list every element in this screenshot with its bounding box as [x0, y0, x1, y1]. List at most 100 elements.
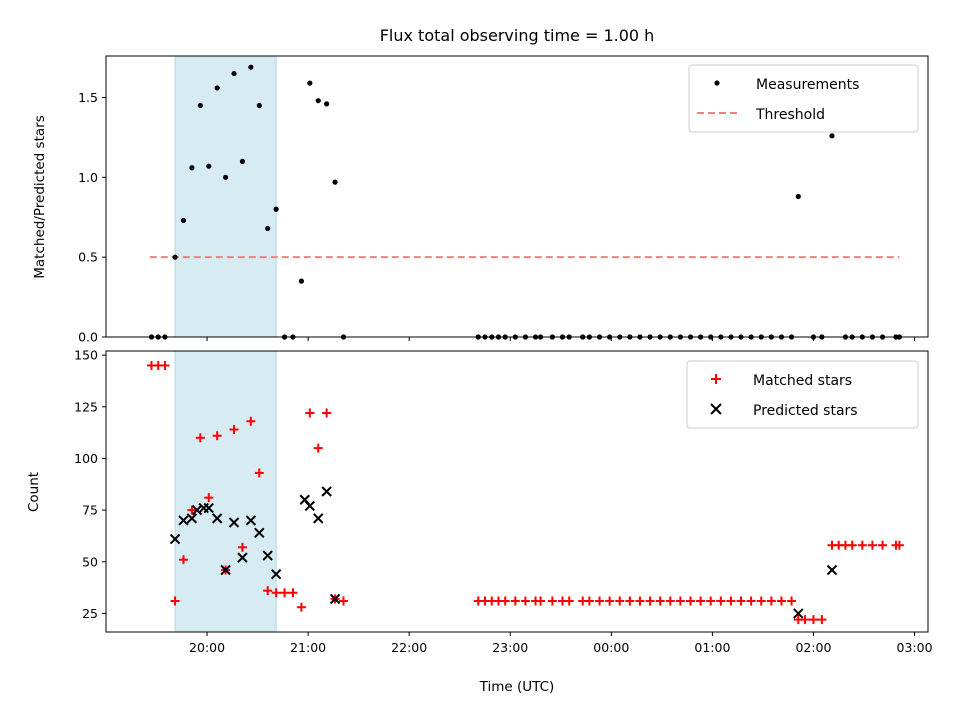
matched-star-point	[776, 596, 786, 606]
matched-star-point	[296, 602, 306, 612]
y-tick-label: 150	[74, 348, 98, 363]
matched-star-point	[246, 416, 256, 426]
x-tick-label: 23:00	[492, 640, 528, 655]
matched-star-point	[237, 542, 247, 552]
measurement-point	[197, 102, 203, 109]
matched-star-point	[894, 540, 904, 550]
predicted-star-point	[245, 515, 257, 526]
predicted-star-point	[793, 608, 804, 619]
bottom-series	[146, 360, 904, 625]
matched-star-point	[204, 493, 214, 503]
matched-star-point	[288, 588, 298, 598]
legend-label-measurements: Measurements	[756, 77, 859, 93]
matched-star-point	[645, 596, 655, 606]
top-panel: 0.0 0.5 1.0 1.5 Matched/Predicted stars Mea…	[32, 55, 929, 345]
measurement-point	[315, 98, 321, 104]
predicted-star-point	[203, 502, 214, 514]
predicted-star-point	[321, 486, 332, 497]
matched-star-point	[212, 431, 222, 441]
legend-label-threshold: Threshold	[755, 107, 825, 123]
x-tick-label: 21:00	[290, 640, 326, 655]
legend-marker-predicted-stars	[710, 403, 722, 415]
y-tick-label: 1.0	[78, 170, 98, 185]
y-tick-label: 25	[82, 606, 98, 621]
bottom-axes-frame	[105, 350, 929, 633]
y-tick-label: 125	[74, 399, 98, 414]
measurement-point	[332, 179, 338, 185]
matched-star-point	[685, 596, 695, 606]
matched-star-point	[160, 360, 170, 370]
matched-star-point	[520, 596, 530, 606]
matched-star-point	[696, 596, 706, 606]
matched-star-point	[170, 596, 180, 606]
x-tick-label: 20:00	[189, 640, 225, 655]
measurement-point	[189, 165, 195, 171]
x-tick-label: 01:00	[694, 640, 730, 655]
matched-star-point	[564, 596, 574, 606]
matched-star-point	[766, 596, 776, 606]
x-tick-label: 02:00	[795, 640, 831, 655]
matched-star-point	[867, 540, 877, 550]
matched-star-point	[500, 596, 510, 606]
chart-title: Flux total observing time = 1.00 h	[380, 26, 655, 45]
predicted-star-point	[826, 564, 838, 576]
top-y-axis: 0.0 0.5 1.0 1.5	[78, 90, 106, 345]
predicted-star-point	[313, 513, 324, 524]
predicted-star-point	[169, 533, 181, 545]
bottom-legend-box	[686, 360, 919, 429]
measurement-point	[298, 278, 304, 284]
matched-star-point	[736, 596, 746, 606]
highlight-band	[174, 350, 277, 633]
predicted-star-point	[211, 513, 223, 524]
bottom-panel: 25 50 75 100 125 150 20:00 21:00 22:00 23:00 00:0…	[26, 348, 933, 695]
predicted-star-point	[178, 515, 189, 526]
x-tick-label: 00:00	[593, 640, 629, 655]
predicted-star-point	[262, 550, 273, 561]
predicted-star-point	[304, 500, 316, 512]
matched-star-point	[187, 505, 197, 515]
matched-star-point	[305, 408, 315, 418]
matched-star-point	[313, 443, 323, 453]
matched-star-point	[655, 596, 665, 606]
top-y-axis-label: Matched/Predicted stars	[32, 115, 48, 278]
measurement-point	[206, 163, 212, 169]
y-tick-label: 0.0	[78, 330, 98, 345]
y-tick-label: 75	[82, 503, 98, 518]
matched-star-point	[263, 586, 273, 596]
legend-marker-measurements	[714, 80, 720, 86]
predicted-star-point	[237, 552, 248, 563]
bottom-y-axis: 25 50 75 100 125 150	[74, 348, 106, 621]
x-tick-label: 03:00	[897, 640, 933, 655]
top-legend: Measurements Threshold	[688, 64, 919, 133]
matched-star-point	[635, 596, 645, 606]
highlight-band	[174, 55, 277, 338]
matched-star-point	[547, 596, 557, 606]
matched-star-point	[665, 596, 675, 606]
predicted-star-point	[329, 593, 341, 605]
predicted-star-point	[254, 527, 265, 539]
matched-star-point	[756, 596, 766, 606]
legend-label-predicted-stars: Predicted stars	[753, 403, 858, 419]
predicted-star-point	[220, 564, 231, 576]
top-highlight-band	[174, 55, 277, 338]
matched-star-point	[229, 425, 239, 435]
bottom-highlight-band	[174, 350, 277, 633]
top-series	[148, 64, 902, 340]
matched-star-point	[615, 596, 625, 606]
measurement-point	[180, 217, 187, 224]
matched-star-point	[817, 615, 827, 625]
matched-star-point	[787, 596, 797, 606]
top-legend-box	[688, 64, 919, 133]
measurement-point	[256, 102, 262, 109]
matched-star-point	[716, 596, 726, 606]
matched-star-point	[178, 555, 188, 565]
matched-star-point	[195, 433, 205, 443]
matched-star-point	[878, 540, 888, 550]
y-tick-label: 0.5	[78, 250, 98, 265]
measurement-point	[829, 133, 835, 139]
y-tick-label: 1.5	[78, 90, 98, 105]
measurement-point	[239, 158, 246, 164]
predicted-star-point	[228, 517, 240, 528]
measurement-point	[324, 101, 330, 107]
